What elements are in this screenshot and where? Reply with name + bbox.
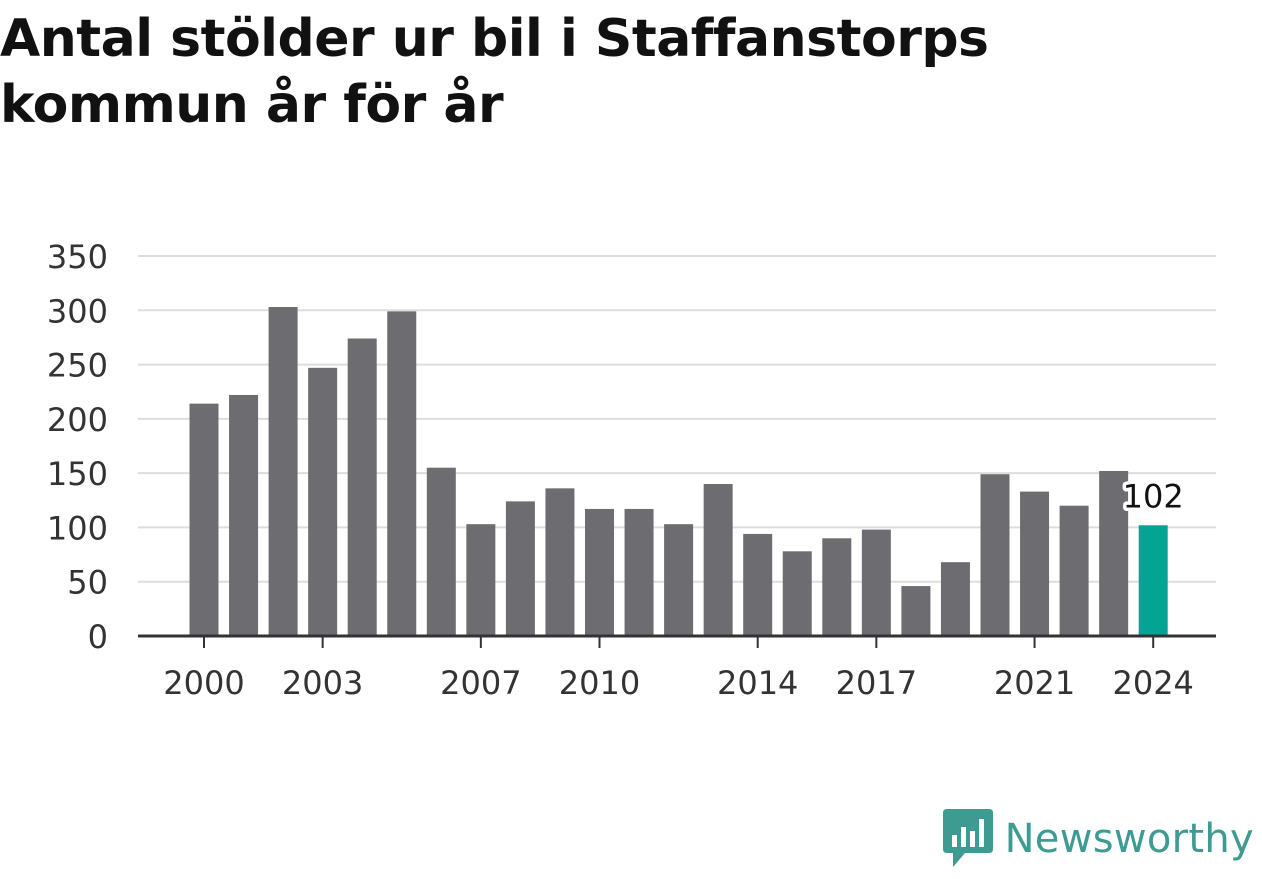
bar	[545, 488, 575, 636]
y-tick-label: 350	[47, 238, 108, 276]
bar	[189, 403, 219, 636]
bar	[308, 367, 338, 636]
bar	[1099, 470, 1129, 636]
x-tick-label: 2000	[163, 664, 244, 702]
bar	[505, 501, 535, 636]
bar	[624, 508, 654, 636]
x-tick-label: 2010	[559, 664, 640, 702]
y-tick-label: 150	[47, 455, 108, 493]
bar	[782, 551, 812, 636]
x-tick-label: 2007	[440, 664, 521, 702]
x-tick-label: 2021	[994, 664, 1075, 702]
bar	[901, 586, 931, 636]
bar	[861, 529, 891, 636]
x-tick-label: 2014	[717, 664, 798, 702]
bar	[940, 562, 970, 636]
newsworthy-logo-icon	[942, 809, 993, 867]
chart-title: Antal stölder ur bil i Staffanstorps kom…	[0, 9, 989, 135]
bar	[387, 311, 417, 636]
x-tick-label: 2003	[282, 664, 363, 702]
bar	[980, 474, 1010, 636]
bar	[822, 538, 852, 636]
y-tick-label: 250	[47, 347, 108, 385]
highlight-bar	[1138, 525, 1168, 636]
y-tick-label: 300	[47, 292, 108, 330]
bar	[229, 394, 259, 636]
x-tick-label: 2024	[1112, 664, 1193, 702]
y-tick-label: 0	[88, 618, 108, 656]
y-tick-label: 50	[67, 564, 108, 602]
data-label: 102	[1123, 477, 1184, 515]
x-tick-label: 2017	[836, 664, 917, 702]
bar	[268, 307, 298, 636]
bar	[1059, 505, 1089, 636]
y-tick-label: 100	[47, 509, 108, 547]
bar	[466, 524, 496, 636]
bar	[664, 524, 694, 636]
brand-name: Newsworthy	[1004, 816, 1254, 862]
bar	[743, 533, 773, 636]
brand-logo: Newsworthy	[942, 809, 1254, 869]
bar	[703, 484, 733, 636]
y-tick-label: 200	[47, 401, 108, 439]
bar	[347, 338, 377, 636]
bar	[585, 508, 614, 636]
bar	[1020, 491, 1050, 636]
bar	[426, 467, 456, 636]
